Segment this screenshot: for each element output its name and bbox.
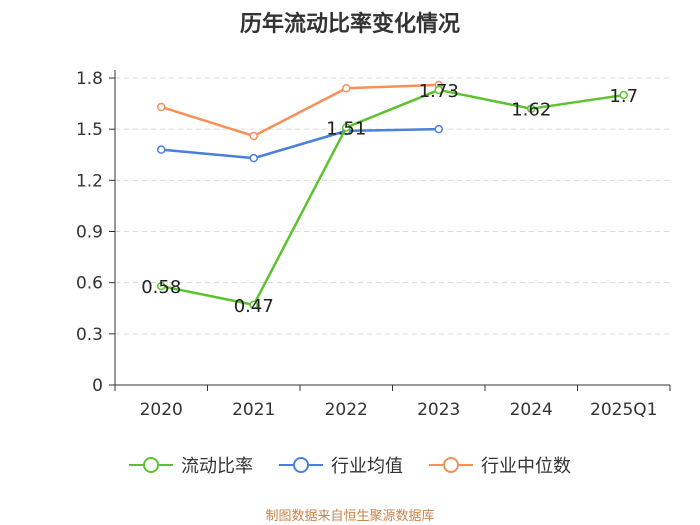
data-point: [157, 102, 166, 112]
y-tick-label: 0.3: [76, 325, 103, 345]
y-tick-label: 0.6: [76, 274, 103, 294]
x-tick-label: 2020: [140, 400, 183, 420]
data-source-note: 制图数据来自恒生聚源数据库: [265, 509, 435, 524]
series-line-2: [160, 83, 439, 138]
data-point: [619, 90, 628, 100]
data-label: 0.58: [141, 277, 181, 298]
legend-item-industry-median[interactable]: 行业中位数: [429, 452, 571, 478]
y-tick-label: 1.8: [76, 69, 103, 89]
x-tick-label: 2021: [232, 400, 275, 420]
legend-marker-icon: [429, 457, 473, 473]
data-point: [157, 145, 166, 154]
data-point: [157, 281, 166, 291]
legend-label: 行业均值: [331, 456, 403, 477]
x-tick-label: 2022: [325, 400, 368, 420]
data-label: 1.51: [326, 118, 366, 139]
axes: 0 0.3 0.6 0.9 1.2 1.5 1.8 2020 2021 2022 2023 2024 2…: [76, 69, 671, 420]
legend-item-current-ratio[interactable]: 流动比率: [129, 452, 253, 478]
x-tick-label: 2023: [417, 400, 460, 420]
data-point: [434, 124, 443, 134]
data-label: 1.7: [609, 86, 638, 107]
y-tick-label: 1.5: [76, 120, 103, 140]
series-lines: [157, 80, 628, 310]
chart-title: 历年流动比率变化情况: [239, 12, 460, 37]
data-point: [249, 131, 258, 141]
y-tick-label: 0: [92, 376, 103, 396]
data-point: [249, 153, 258, 163]
data-label: 0.47: [234, 296, 274, 317]
legend: 流动比率 行业均值 行业中位数: [0, 452, 700, 478]
series-line-1: [161, 127, 439, 160]
legend-label: 流动比率: [181, 456, 253, 477]
legend-marker-icon: [129, 457, 173, 473]
legend-label: 行业中位数: [481, 456, 571, 477]
data-point: [434, 85, 443, 95]
legend-marker-icon: [279, 457, 323, 473]
data-labels: 0.58 0.47 1.51 1.73 1.62 1.7: [141, 81, 638, 317]
data-label: 1.62: [511, 100, 551, 121]
data-point: [527, 104, 536, 113]
data-point: [342, 83, 351, 93]
legend-item-industry-average[interactable]: 行业均值: [279, 452, 403, 478]
data-label: 1.73: [419, 81, 459, 102]
series-line-0: [161, 88, 624, 307]
y-tick-label: 0.9: [76, 223, 103, 243]
data-point: [249, 300, 258, 310]
x-tick-label: 2025Q1: [590, 400, 657, 420]
grid-lines: [115, 77, 670, 335]
x-tick-label: 2024: [510, 400, 553, 420]
data-point: [342, 123, 351, 132]
y-tick-label: 1.2: [76, 171, 103, 191]
